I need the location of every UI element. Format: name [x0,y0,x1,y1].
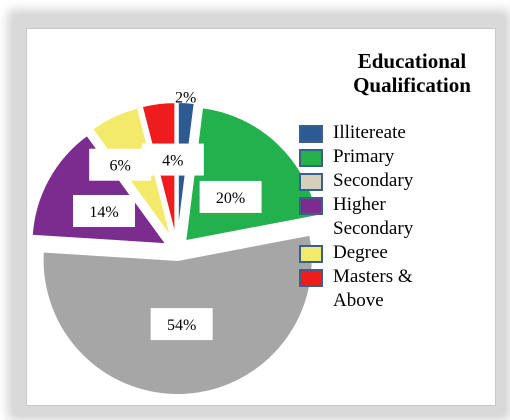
pie-slice-primary [184,106,319,243]
legend-label: Degree [333,242,388,263]
legend-label: Primary [333,146,395,167]
data-label-secondary: 54% [150,308,213,341]
legend-label: Higher Secondary [333,194,414,239]
legend-label: Masters & Above [333,266,413,311]
data-label-degree: 6% [89,148,152,181]
chart-frame: 2% 20% 54% 14% 6% 4% Educational Qualificatio… [26,28,496,406]
data-label-box [89,148,152,181]
legend-swatch [299,269,323,287]
data-label-text: 14% [89,204,118,221]
pie-chart: 2% 20% 54% 14% 6% 4% [30,90,319,396]
legend-item: Illitereate [299,121,495,145]
legend-label: Secondary [333,170,414,191]
legend-item: Masters & Above [299,265,495,313]
legend-label: Illitereate [333,122,406,143]
data-label-text: 6% [110,158,131,175]
legend-item: Degree [299,241,495,265]
data-label-text: 54% [167,317,196,334]
legend-swatch [299,245,323,263]
legend-item: Secondary [299,169,495,193]
legend-swatch [299,149,323,167]
legend-title-line2: Qualification [353,73,471,97]
legend-swatch [299,173,323,191]
legend-swatch [299,125,323,143]
data-label-box [150,308,213,341]
legend-item: Primary [299,145,495,169]
data-label-masters-above: 4% [141,143,204,176]
legend: Illitereate Primary Secondary Higher Second… [299,121,495,313]
data-label-box [73,194,136,227]
data-label-text: 4% [162,153,183,170]
data-label-text: 2% [175,90,196,107]
data-label-primary: 20% [199,180,262,213]
legend-swatch [299,197,323,215]
data-label-text: 20% [216,190,245,207]
data-label-box [199,180,262,213]
data-label-illitereate: 2% [175,90,196,107]
data-label-higher-secondary: 14% [73,194,136,227]
data-label-box [141,143,204,176]
legend-title: Educational Qualification [332,49,492,97]
legend-title-line1: Educational [357,49,467,73]
legend-item: Higher Secondary [299,193,495,241]
